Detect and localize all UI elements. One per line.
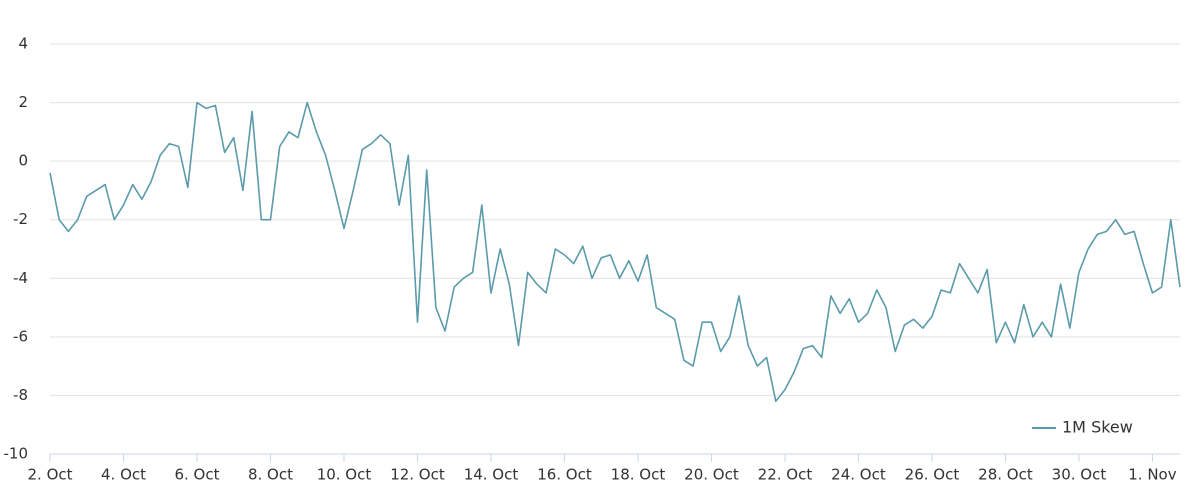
x-tick-label: 10. Oct <box>317 466 372 484</box>
x-tick-label: 16. Oct <box>537 466 592 484</box>
x-tick-label: 1. Nov <box>1128 466 1176 484</box>
x-tick-label: 18. Oct <box>611 466 666 484</box>
x-tick-label: 28. Oct <box>978 466 1033 484</box>
line-series <box>49 101 1181 403</box>
x-tick-label: 24. Oct <box>831 466 886 484</box>
legend-label: 1M Skew <box>1062 418 1133 437</box>
y-tick-label: 0 <box>18 152 28 170</box>
x-tick-label: 4. Oct <box>101 466 146 484</box>
x-tick-label: 30. Oct <box>1052 466 1107 484</box>
y-tick-label: -2 <box>13 210 28 228</box>
x-tick-label: 12. Oct <box>390 466 445 484</box>
x-tick-label: 14. Oct <box>464 466 519 484</box>
y-tick-label: -10 <box>4 445 29 463</box>
x-tick-label: 22. Oct <box>758 466 813 484</box>
x-tick-label: 20. Oct <box>684 466 739 484</box>
y-tick-label: 4 <box>18 35 28 53</box>
y-tick-label: 2 <box>18 93 28 111</box>
x-tick-label: 2. Oct <box>27 466 72 484</box>
x-tick-label: 26. Oct <box>905 466 960 484</box>
y-tick-label: -4 <box>13 269 28 287</box>
y-tick-label: -6 <box>13 327 28 345</box>
x-tick-label: 6. Oct <box>174 466 219 484</box>
y-tick-label: -8 <box>13 386 28 404</box>
x-tick-label: 8. Oct <box>248 466 293 484</box>
